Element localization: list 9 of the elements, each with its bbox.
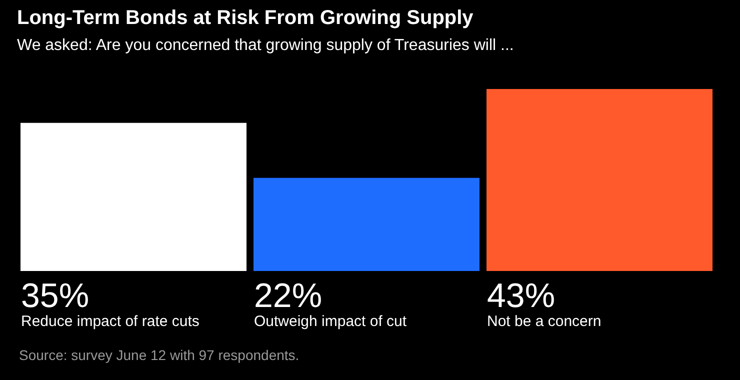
chart-title: Long-Term Bonds at Risk From Growing Supply — [17, 7, 474, 29]
chart-subtitle: We asked: Are you concerned that growing supply of Treasuries will ... — [17, 37, 514, 54]
x-tick-label: Outweigh impact of cut — [254, 313, 408, 330]
x-tick-label: Not be a concern — [487, 313, 602, 330]
x-tick-label: Reduce impact of rate cuts — [21, 313, 200, 330]
data-label: 22% — [254, 277, 322, 315]
data-label: 35% — [21, 277, 90, 315]
source-note: Source: survey June 12 with 97 respondents. — [19, 347, 300, 363]
data-label: 43% — [487, 277, 556, 315]
